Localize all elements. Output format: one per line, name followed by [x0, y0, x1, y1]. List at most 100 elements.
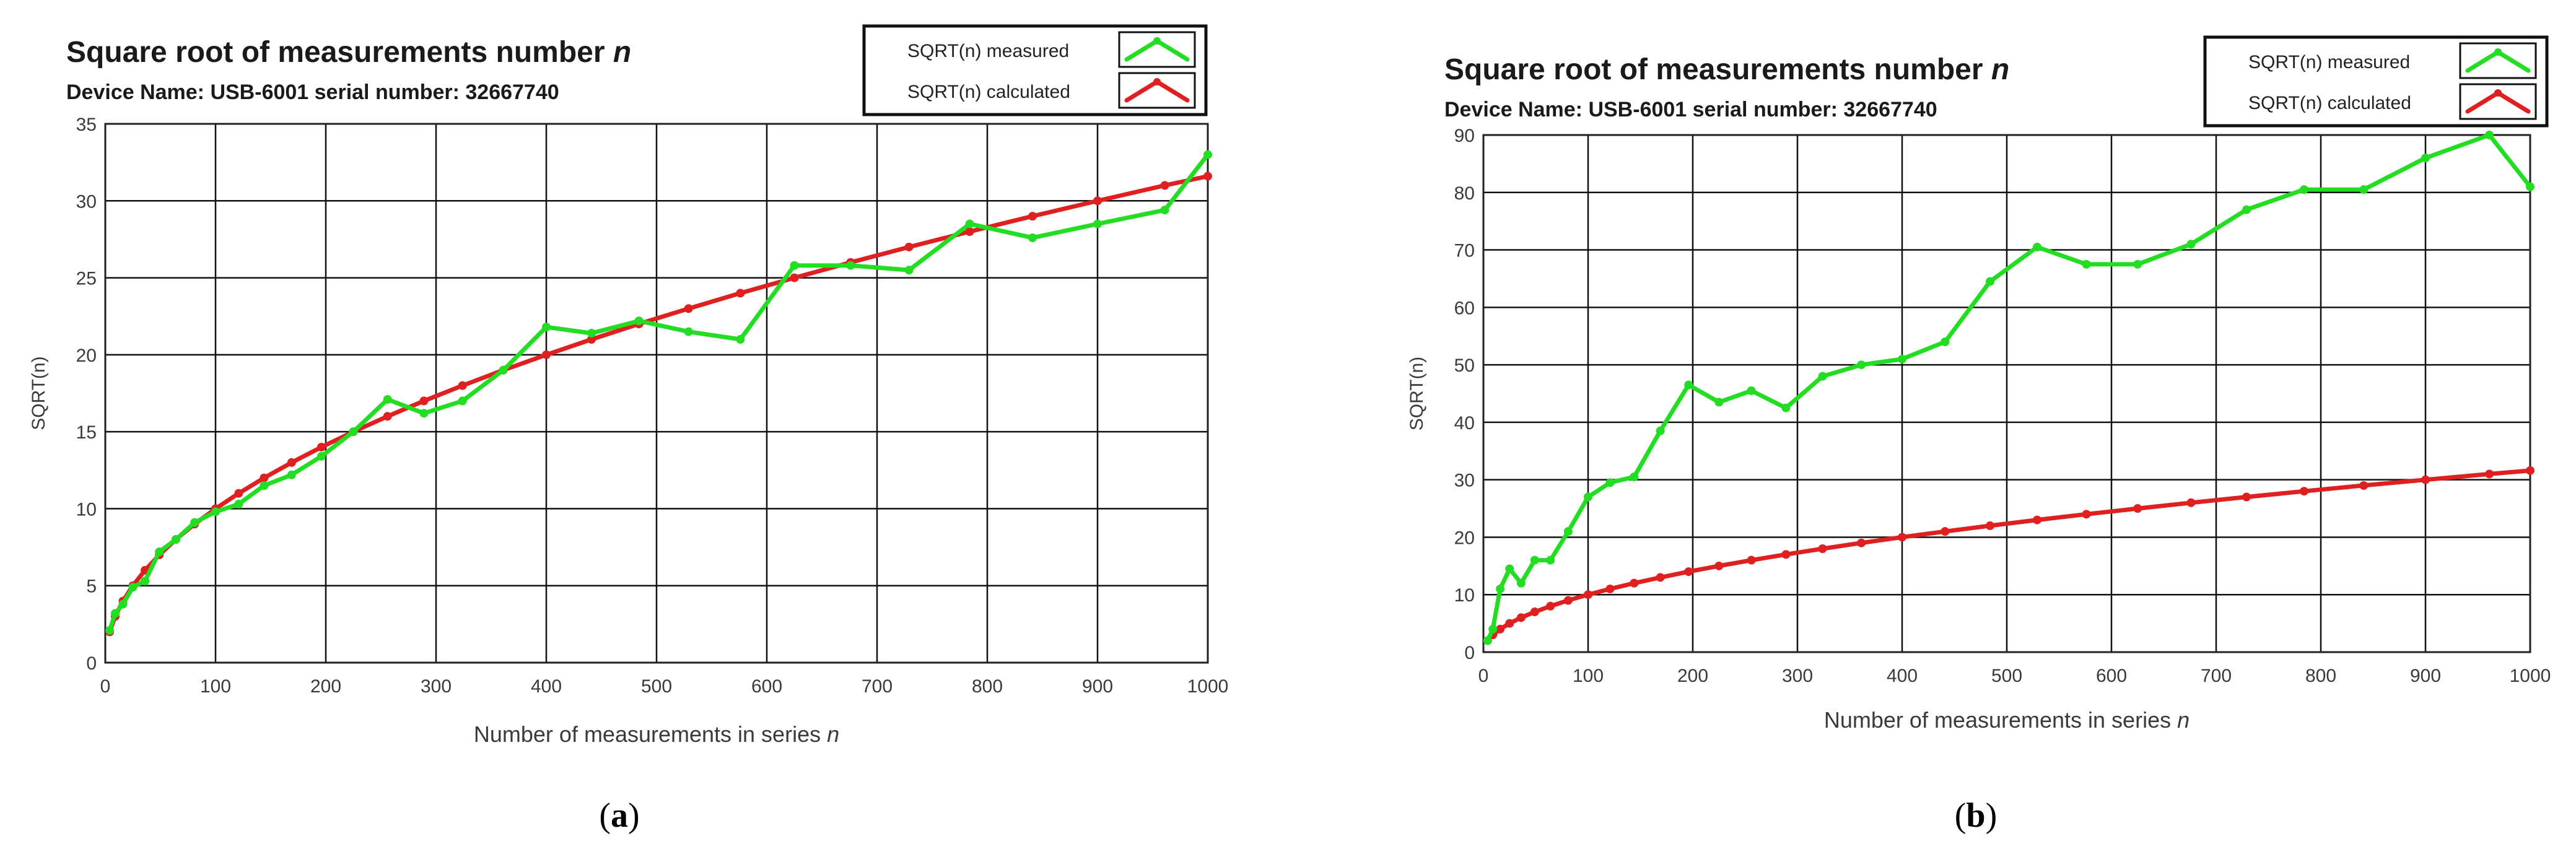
chart-subtitle: Device Name: USB-6001 serial number: 326…	[1444, 98, 1937, 121]
data-point	[234, 499, 243, 508]
data-point	[587, 335, 596, 344]
x-tick-label: 400	[1887, 666, 1918, 686]
data-point	[634, 316, 644, 326]
data-point	[317, 451, 326, 461]
y-tick-label: 20	[76, 346, 97, 366]
x-tick-label: 800	[2305, 666, 2336, 686]
data-point	[1781, 550, 1791, 559]
data-point	[2299, 487, 2308, 496]
data-point	[684, 327, 693, 336]
y-tick-label: 80	[1454, 183, 1475, 204]
data-point	[190, 518, 199, 527]
x-tick-label: 600	[751, 676, 782, 697]
y-axis-label: SQRT(n)	[28, 356, 49, 430]
data-point	[1684, 380, 1693, 390]
data-point	[171, 535, 180, 544]
data-point	[260, 473, 269, 482]
x-tick-label: 0	[1478, 666, 1489, 686]
data-point	[790, 261, 799, 270]
data-point	[1747, 556, 1756, 565]
series-measured	[1483, 131, 2535, 645]
data-point	[1496, 624, 1505, 634]
data-point	[736, 335, 745, 344]
y-tick-label: 70	[1454, 241, 1475, 261]
data-point	[2133, 504, 2142, 513]
data-point	[118, 599, 128, 609]
data-point	[2082, 510, 2091, 519]
x-tick-label: 300	[421, 676, 452, 697]
legend-swatch-marker	[2494, 89, 2502, 97]
data-point	[499, 365, 508, 375]
data-point	[1496, 584, 1505, 593]
data-point	[1505, 619, 1514, 628]
data-point	[2082, 259, 2091, 269]
x-tick-label: 900	[2410, 666, 2441, 686]
data-point	[587, 329, 596, 338]
data-point	[2526, 466, 2535, 475]
x-tick-label: 700	[2201, 666, 2232, 686]
data-point	[1898, 354, 1906, 364]
x-tick-label: 700	[862, 676, 893, 697]
data-point	[1747, 386, 1756, 395]
legend: SQRT(n) measured SQRT(n) calculated	[862, 24, 1208, 116]
y-tick-label: 15	[76, 422, 97, 443]
data-point	[1488, 624, 1498, 634]
chart-a: 0 100 200 300 400 500 600 700 800 900 1000 0 5 10 15 20…	[28, 24, 1228, 835]
data-point	[1203, 150, 1212, 159]
data-point	[1605, 584, 1615, 593]
data-point	[458, 381, 467, 390]
x-tick-label: 500	[641, 676, 672, 697]
data-point	[2186, 498, 2196, 507]
y-tick-label: 0	[1464, 643, 1475, 663]
data-point	[846, 261, 855, 270]
data-point	[1160, 206, 1169, 215]
data-point	[1857, 538, 1866, 547]
data-point	[1028, 212, 1037, 221]
x-tick-label: 400	[531, 676, 562, 697]
y-tick-label: 30	[1454, 471, 1475, 491]
x-tick-label: 200	[1677, 666, 1708, 686]
data-point	[1941, 527, 1950, 536]
data-point	[1483, 636, 1492, 645]
data-point	[1563, 527, 1573, 536]
data-point	[383, 412, 392, 421]
data-point	[904, 242, 914, 251]
chart-title: Square root of measurements number n	[66, 36, 631, 69]
data-point	[1781, 403, 1791, 412]
y-tick-label: 10	[1454, 585, 1475, 606]
data-point	[1898, 533, 1906, 542]
data-point	[260, 481, 269, 490]
x-tick-label: 200	[310, 676, 341, 697]
x-tick-label: 900	[1082, 676, 1113, 697]
plot-frame	[104, 123, 1209, 664]
data-point	[2186, 240, 2196, 249]
data-point	[1093, 196, 1102, 206]
data-point	[1546, 601, 1555, 611]
y-tick-label: 35	[76, 115, 97, 135]
data-point	[1605, 478, 1615, 487]
data-point	[1093, 219, 1102, 229]
y-tick-label: 90	[1454, 126, 1475, 146]
data-point	[2526, 182, 2535, 191]
data-point	[1985, 521, 1994, 530]
data-point	[1160, 181, 1169, 190]
data-point	[141, 577, 150, 586]
data-point	[105, 625, 115, 635]
data-point	[1857, 360, 1866, 370]
data-point	[1584, 492, 1592, 502]
x-tick-label: 500	[1991, 666, 2022, 686]
data-point	[904, 266, 914, 275]
x-tick-label: 600	[2096, 666, 2127, 686]
data-point	[2133, 259, 2142, 269]
data-point	[458, 396, 467, 406]
data-point	[1714, 561, 1724, 570]
data-point	[317, 443, 326, 451]
legend-label: SQRT(n) calculated	[2248, 93, 2411, 113]
legend-swatch-marker	[1153, 78, 1161, 85]
data-point	[1516, 578, 1526, 588]
x-axis-label: Number of measurements in series n	[474, 721, 839, 747]
x-tick-label: 300	[1782, 666, 1813, 686]
data-point	[1530, 556, 1539, 565]
data-point	[1941, 338, 1950, 346]
legend-swatch-box	[1118, 72, 1196, 109]
